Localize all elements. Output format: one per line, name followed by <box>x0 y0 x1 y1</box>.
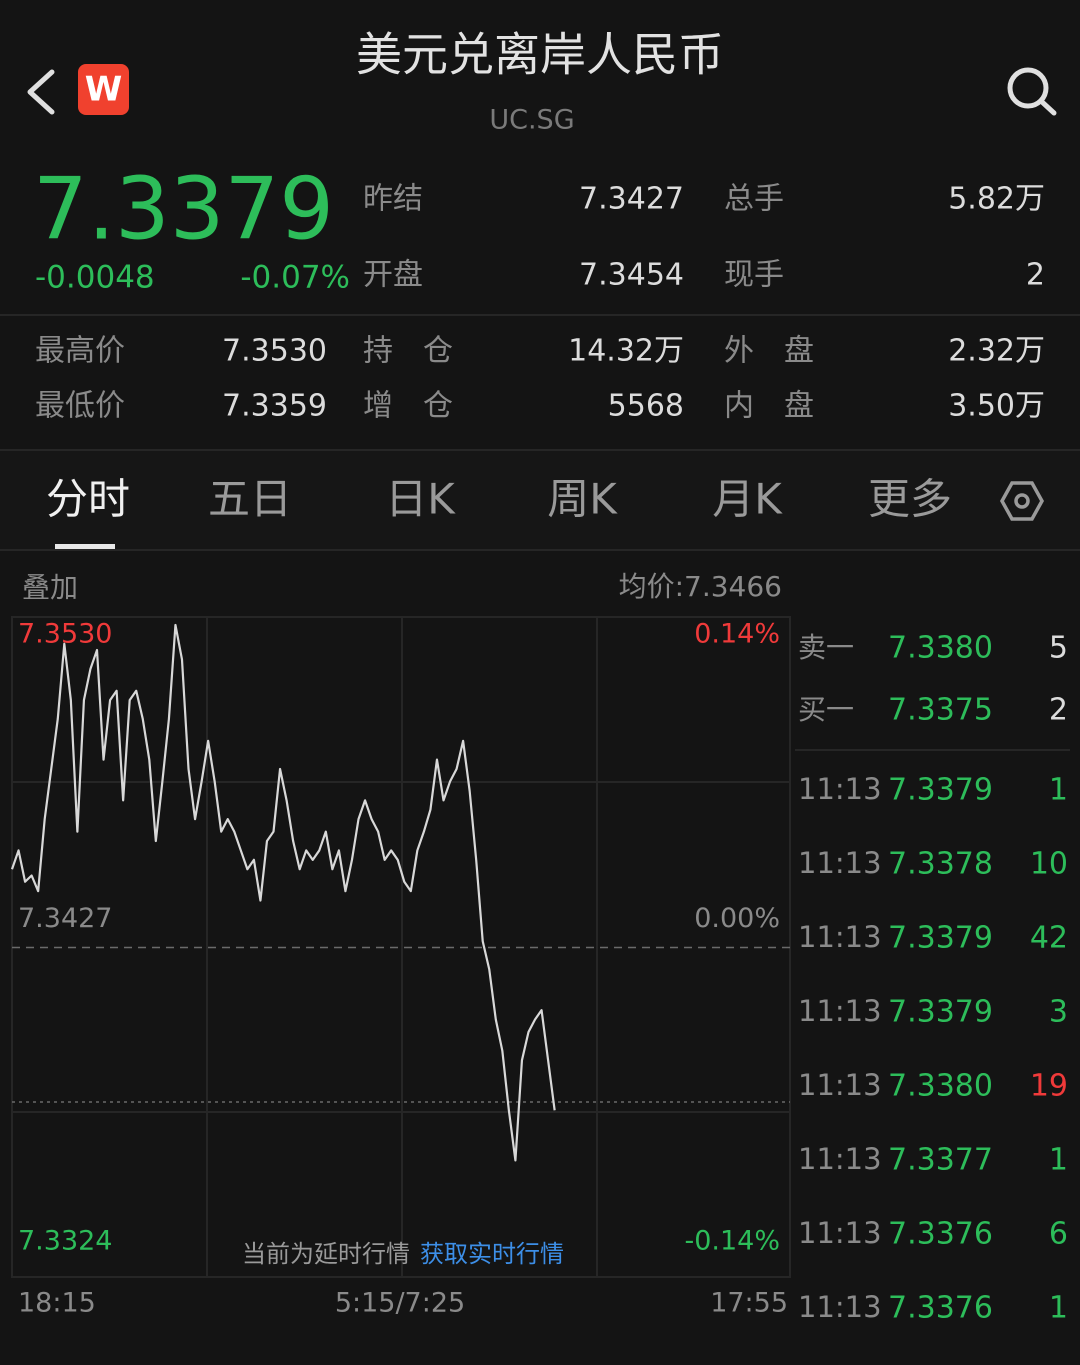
trade-time: 11:13 <box>798 1068 882 1102</box>
trade-volume: 1 <box>1049 1143 1068 1178</box>
logo-badge[interactable] <box>78 64 129 115</box>
stat-value: 7.3359 <box>222 389 327 424</box>
price-line <box>10 623 556 1162</box>
trade-time: 11:13 <box>798 994 882 1028</box>
average-price: 均价:7.3466 <box>619 570 782 603</box>
price-change-pct: -0.07% <box>240 260 350 296</box>
stat-label: 最高价 <box>35 334 125 369</box>
stat-label: 持 仓 <box>363 334 453 369</box>
book-volume: 5 <box>1049 631 1068 666</box>
trade-price: 7.3376 <box>888 1217 993 1252</box>
search-button[interactable] <box>1007 67 1057 116</box>
x-tick-label: 5:15/7:25 <box>335 1288 465 1319</box>
back-button[interactable] <box>27 69 55 115</box>
stat-label: 现手 <box>724 258 784 293</box>
title: 美元兑离岸人民币 <box>356 28 724 82</box>
trade-volume: 1 <box>1049 773 1068 808</box>
overlay-button[interactable]: 叠加 <box>22 571 78 604</box>
stat-value: 3.50万 <box>948 389 1045 424</box>
trade-volume: 6 <box>1049 1217 1068 1252</box>
chart-gridlines <box>12 617 790 1277</box>
stat-value: 5.82万 <box>948 182 1045 217</box>
trade-volume: 10 <box>1030 847 1068 882</box>
settings-icon-center <box>1014 493 1030 509</box>
tab[interactable]: 更多 <box>868 475 952 524</box>
trade-time: 11:13 <box>798 772 882 806</box>
trade-price: 7.3378 <box>888 847 993 882</box>
last-price: 7.3379 <box>33 159 334 259</box>
search-icon <box>1007 67 1049 109</box>
book-label: 卖一 <box>798 631 854 664</box>
realtime-link[interactable]: 获取实时行情 <box>420 1240 564 1268</box>
tab[interactable]: 日K <box>385 475 456 524</box>
stat-label: 开盘 <box>363 258 423 293</box>
book-label: 买一 <box>798 693 854 726</box>
book-price: 7.3375 <box>888 693 993 728</box>
trade-time: 11:13 <box>798 1142 882 1176</box>
symbol-code: UC.SG <box>489 105 574 136</box>
trade-time: 11:13 <box>798 1290 882 1324</box>
delay-notice: 当前为延时行情 <box>242 1240 410 1268</box>
trade-price: 7.3379 <box>888 921 993 956</box>
tab-bar <box>0 450 1080 550</box>
stat-label: 总手 <box>724 182 784 217</box>
y2-tick-label: 0.14% <box>694 619 780 650</box>
trade-volume: 3 <box>1049 995 1068 1030</box>
y-tick-label: 7.3324 <box>18 1226 112 1257</box>
stat-value: 7.3454 <box>579 258 684 293</box>
y-tick-label: 7.3427 <box>18 903 112 934</box>
trade-price: 7.3376 <box>888 1291 993 1326</box>
stat-value: 2 <box>1026 258 1045 293</box>
stat-value: 7.3530 <box>222 334 327 369</box>
trade-volume: 1 <box>1049 1291 1068 1326</box>
trade-price: 7.3379 <box>888 995 993 1030</box>
x-tick-label: 18:15 <box>18 1288 96 1319</box>
trade-time: 11:13 <box>798 920 882 954</box>
book-price: 7.3380 <box>888 631 993 666</box>
trade-volume: 42 <box>1030 921 1068 956</box>
y2-tick-label: 0.00% <box>694 903 780 934</box>
trade-time: 11:13 <box>798 1216 882 1250</box>
trade-volume: 19 <box>1030 1069 1068 1104</box>
stat-value: 14.32万 <box>568 334 684 369</box>
active-tab-indicator <box>55 544 115 549</box>
tab[interactable]: 月K <box>712 475 783 524</box>
price-change: -0.0048 <box>35 260 155 296</box>
stat-label: 内 盘 <box>724 389 814 424</box>
x-tick-label: 17:55 <box>710 1288 788 1319</box>
trade-price: 7.3379 <box>888 773 993 808</box>
book-volume: 2 <box>1049 693 1068 728</box>
settings-icon <box>999 481 1045 521</box>
stat-label: 外 盘 <box>724 334 814 369</box>
tab[interactable]: 分时 <box>46 475 130 524</box>
stat-value: 2.32万 <box>948 334 1045 369</box>
trade-time: 11:13 <box>798 846 882 880</box>
tab[interactable]: 五日 <box>208 475 292 524</box>
stat-value: 7.3427 <box>579 182 684 217</box>
settings-button[interactable] <box>999 481 1045 521</box>
stat-value: 5568 <box>608 389 684 424</box>
stat-label: 最低价 <box>35 389 125 424</box>
search-icon-handle <box>1038 98 1057 116</box>
y2-tick-label: -0.14% <box>684 1226 780 1257</box>
stat-label: 增 仓 <box>363 389 453 424</box>
stat-label: 昨结 <box>363 182 423 217</box>
trade-price: 7.3377 <box>888 1143 993 1178</box>
tab[interactable]: 周K <box>547 475 618 524</box>
logo-text: W <box>85 70 123 110</box>
trade-price: 7.3380 <box>888 1069 993 1104</box>
